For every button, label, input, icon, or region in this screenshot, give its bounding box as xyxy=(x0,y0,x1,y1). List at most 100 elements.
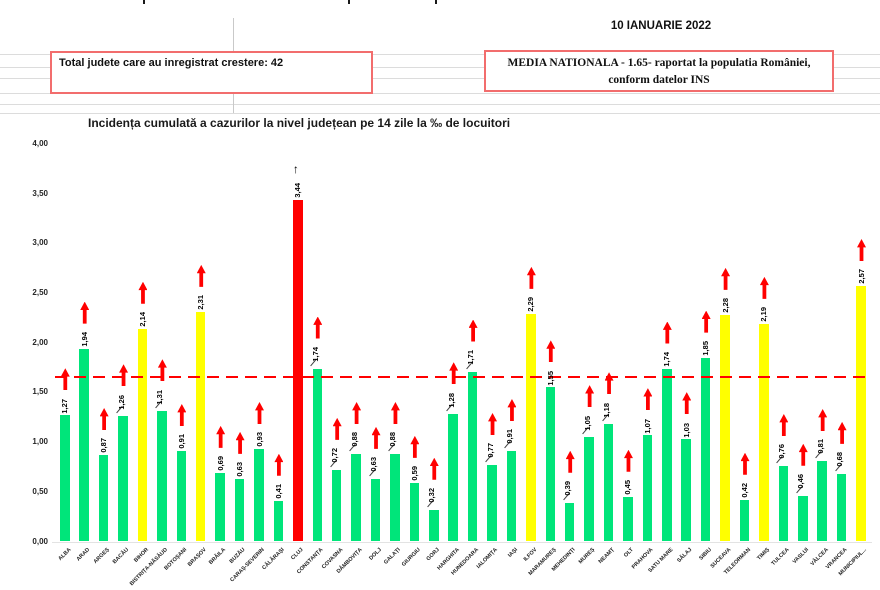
red-up-arrow-icon xyxy=(80,301,90,324)
bar-maramure- xyxy=(545,387,556,542)
bar-neam- xyxy=(603,424,614,542)
bar-value-text: 1,18 xyxy=(602,402,612,418)
sheet-gridline xyxy=(0,53,880,55)
x-axis-label: CLUJ xyxy=(290,547,306,562)
bar-value-label: 2,29 xyxy=(525,293,537,312)
bar-sibiu xyxy=(700,357,711,542)
y-axis-tick-label: 0,50 xyxy=(32,486,48,496)
bar-value-label: 1,07 xyxy=(641,414,653,434)
sheet-gridline xyxy=(0,112,880,114)
bar-bistri-a-n-s-ud xyxy=(157,411,167,542)
bar-br-ila xyxy=(215,472,225,542)
red-up-arrow-icon xyxy=(857,239,867,262)
red-up-arrow-icon xyxy=(468,319,478,342)
bar-value-text: 1,71 xyxy=(466,349,476,365)
bar-value-label: 0,91 xyxy=(175,430,187,449)
bar-value-text: 0,59 xyxy=(409,466,419,481)
bar-value-text: 2,14 xyxy=(137,312,147,327)
bar-timi- xyxy=(759,323,769,542)
bar-suceava xyxy=(720,314,730,542)
cropped-text-fragment xyxy=(435,0,437,4)
bar-value-text: 1,74 xyxy=(662,351,672,367)
bar-value-label: 0,88 xyxy=(348,428,360,447)
bar-ilfov xyxy=(526,313,536,542)
x-axis-label: OLT xyxy=(623,547,636,559)
red-up-arrow-icon xyxy=(410,435,420,458)
x-axis-label: ILFOV xyxy=(522,547,539,563)
bar-value-label: 0,81 xyxy=(814,435,826,454)
red-up-arrow-icon xyxy=(157,359,167,382)
bar-arad xyxy=(79,348,89,542)
black-up-arrow-icon: ↑ xyxy=(292,161,299,176)
total-increase-textbox[interactable]: Total judete care au inregistrat crester… xyxy=(50,51,373,94)
bar-value-label: 1,03 xyxy=(680,418,692,438)
bar-value-label: 0,76 xyxy=(775,440,787,459)
bar-value-text: 0,45 xyxy=(623,480,633,495)
bar-value-label: 0,69 xyxy=(214,452,226,471)
bar-value-text: 1,31 xyxy=(155,389,165,405)
x-axis-label: SĂLAJ xyxy=(676,547,694,564)
y-axis-tick-label: 0,00 xyxy=(32,536,48,546)
bar-value-text: 0,39 xyxy=(563,481,573,496)
bar-value-label: 0,88 xyxy=(387,428,399,447)
x-axis-label: NEAMȚ xyxy=(597,547,616,566)
bar-value-label: 2,14 xyxy=(136,308,148,327)
bar-value-text: 2,19 xyxy=(759,307,769,322)
national-average-textbox[interactable]: MEDIA NATIONALA - 1.65- raportat la popu… xyxy=(484,50,834,92)
bar-value-label: 0,68 xyxy=(834,448,846,467)
bar-value-label: 2,28 xyxy=(719,294,731,313)
bar-value-text: 1,27 xyxy=(60,398,70,414)
bar-cara-severin xyxy=(254,449,264,542)
bar-value-label: 0,72 xyxy=(329,444,341,463)
x-axis-label: TULCEA xyxy=(770,547,791,568)
bar-value-text: 1,74 xyxy=(310,346,320,362)
cropped-text-fragment xyxy=(348,0,350,4)
bar-value-text: 0,91 xyxy=(504,429,514,445)
bar-value-label: 1,18 xyxy=(601,398,613,418)
bar-value-text: 1,55 xyxy=(545,370,555,386)
x-axis-label: GIURGIU xyxy=(400,547,422,568)
bar-satu-mare xyxy=(662,368,672,542)
x-axis-label: VASLUI xyxy=(791,547,811,566)
bar-value-label: 1,74 xyxy=(309,343,321,362)
red-up-arrow-icon xyxy=(352,402,362,425)
red-up-arrow-icon xyxy=(837,421,847,444)
bar-gala-i xyxy=(390,454,400,542)
bar-value-label: 2,31 xyxy=(195,291,207,310)
bar-value-text: 2,29 xyxy=(526,297,536,312)
red-up-arrow-icon xyxy=(274,453,284,476)
bar-value-text: 0,68 xyxy=(835,452,845,467)
bar-giurgiu xyxy=(409,482,420,542)
red-up-arrow-icon xyxy=(507,399,517,422)
red-up-arrow-icon xyxy=(565,450,575,473)
red-up-arrow-icon xyxy=(798,443,808,466)
incidence-chart[interactable]: Incidența cumulată a cazurilor la nivel … xyxy=(0,108,880,590)
bar-value-label: 0,77 xyxy=(484,439,496,458)
bar-value-label: 1,27 xyxy=(59,394,71,414)
red-up-arrow-icon xyxy=(546,340,556,363)
red-up-arrow-icon xyxy=(313,316,323,339)
x-axis-label: GALAȚI xyxy=(383,547,403,566)
bar-value-label: 1,55 xyxy=(544,366,556,386)
bar-ialomi-a xyxy=(487,464,497,542)
red-up-arrow-icon xyxy=(177,404,187,427)
y-axis-tick-label: 1,00 xyxy=(32,437,48,447)
bar-value-text: 2,28 xyxy=(720,298,730,313)
national-average-line xyxy=(55,375,872,379)
bar-gorj xyxy=(429,509,439,542)
y-axis-tick-label: 4,00 xyxy=(32,138,48,148)
bar-hunedoara xyxy=(467,371,478,542)
bar-value-text: 0,93 xyxy=(254,432,264,448)
y-axis-tick-label: 1,50 xyxy=(32,387,48,397)
national-average-text-line2: conform datelor INS xyxy=(608,74,710,87)
bar-value-text: 2,57 xyxy=(856,269,866,285)
x-axis-label: DOLJ xyxy=(368,547,383,562)
bar-boto-ani xyxy=(176,451,187,542)
red-up-arrow-icon xyxy=(99,408,109,431)
bar-value-label: 0,59 xyxy=(408,462,420,481)
bar-value-label: 0,41 xyxy=(272,480,284,499)
red-up-arrow-icon xyxy=(701,310,711,333)
bar-value-text: 0,88 xyxy=(388,432,398,448)
bar-value-label: 0,42 xyxy=(739,479,751,498)
